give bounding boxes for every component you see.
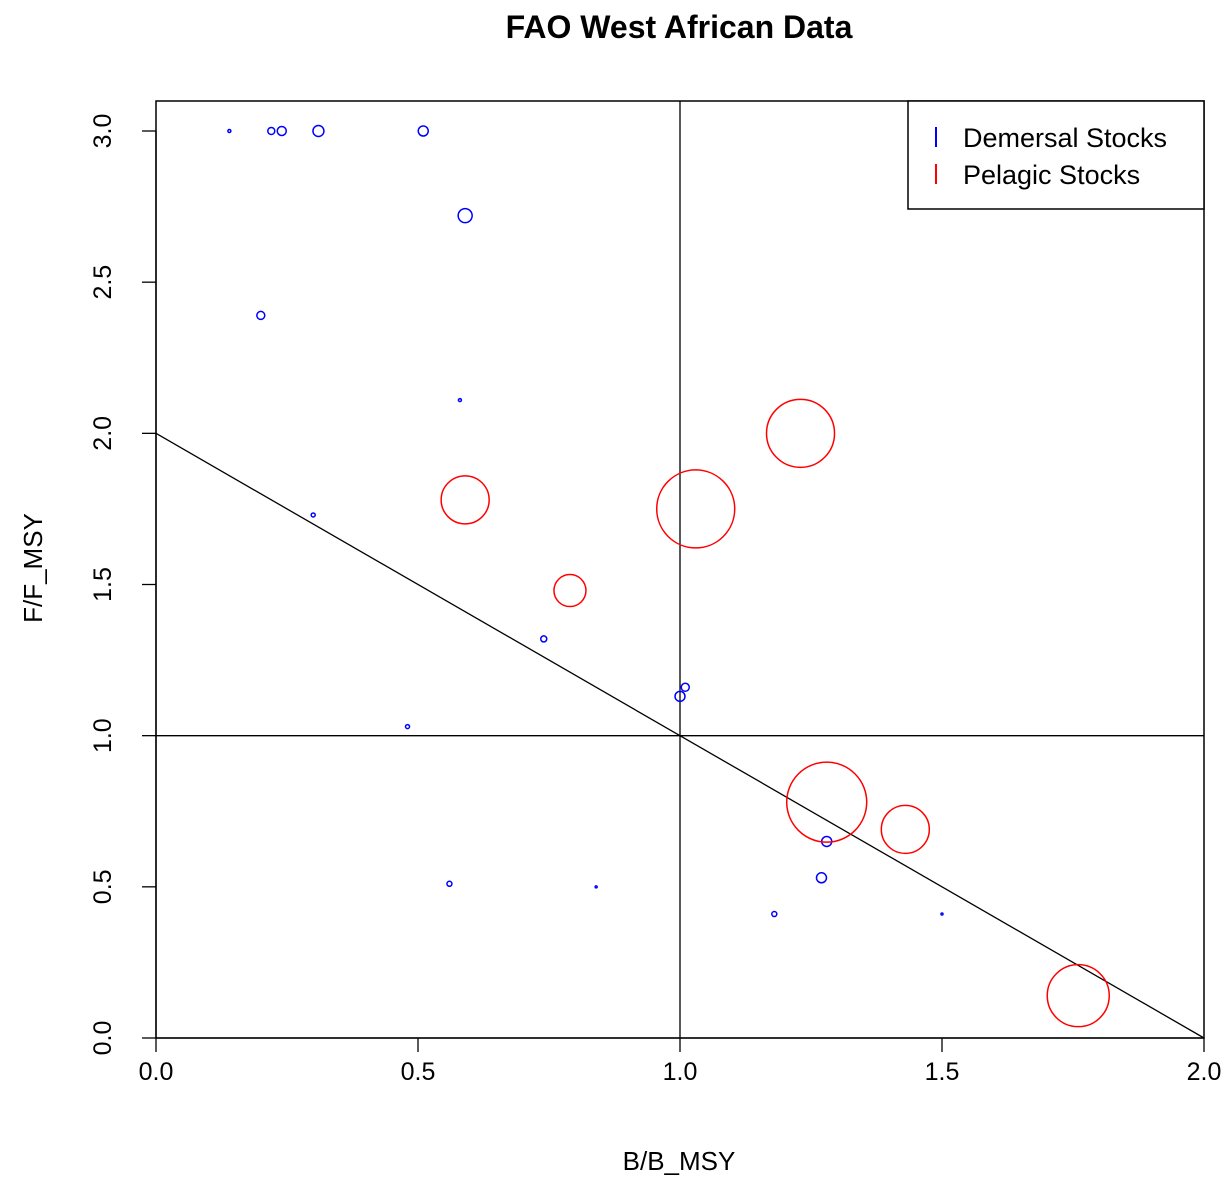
demersal-point — [417, 125, 429, 137]
demersal-point — [594, 885, 598, 889]
reference-line-segment — [155, 432, 1205, 1039]
pelagic-point — [785, 761, 868, 843]
demersal-point — [815, 872, 828, 884]
y-tick-label: 0.5 — [89, 869, 117, 904]
y-tick-label: 1.5 — [89, 567, 117, 602]
demersal-point — [540, 635, 548, 643]
y-tick-label: 2.0 — [89, 416, 117, 451]
y-axis: 0.0 0.5 1.0 1.5 2.0 2.5 3.0 — [89, 114, 157, 1056]
y-tick-label: 3.0 — [89, 114, 117, 149]
legend-label-demersal: Demersal Stocks — [963, 123, 1167, 153]
demersal-point — [256, 310, 266, 321]
demersal-point — [276, 125, 288, 137]
pelagic-point — [765, 398, 836, 469]
x-tick-label: 2.0 — [1187, 1058, 1222, 1086]
demersal-point — [227, 128, 232, 134]
plot-frame — [155, 100, 1205, 1039]
data-points — [227, 124, 1110, 1028]
demersal-point — [457, 397, 463, 403]
pelagic-point — [553, 573, 587, 608]
pelagic-point — [655, 469, 736, 549]
y-axis-label: F/F_MSY — [18, 513, 48, 623]
demersal-point — [267, 126, 276, 136]
x-tick-label: 0.0 — [139, 1058, 174, 1086]
x-tick-label: 1.0 — [663, 1058, 698, 1086]
legend: Demersal Stocks Pelagic Stocks — [907, 100, 1205, 210]
demersal-point — [446, 880, 453, 888]
demersal-point — [771, 910, 778, 918]
pelagic-point — [1046, 963, 1110, 1028]
pelagic-point — [880, 804, 931, 855]
demersal-point — [312, 124, 325, 138]
reference-lines — [155, 101, 1205, 1039]
y-tick-label: 0.0 — [89, 1021, 117, 1056]
demersal-point — [310, 512, 316, 518]
demersal-point — [940, 912, 944, 916]
demersal-point — [674, 690, 686, 703]
y-tick-label: 1.0 — [89, 718, 117, 753]
x-axis-label: B/B_MSY — [623, 1146, 736, 1176]
legend-box — [907, 100, 1205, 210]
demersal-point — [680, 682, 690, 693]
chart-title: FAO West African Data — [506, 9, 853, 45]
y-tick-label: 2.5 — [89, 265, 117, 300]
demersal-point — [457, 207, 473, 224]
x-axis: 0.0 0.5 1.0 1.5 2.0 — [139, 1037, 1222, 1086]
legend-label-pelagic: Pelagic Stocks — [963, 160, 1140, 190]
x-tick-label: 1.5 — [925, 1058, 960, 1086]
pelagic-point — [440, 475, 490, 525]
x-tick-label: 0.5 — [401, 1058, 436, 1086]
demersal-point — [404, 723, 411, 730]
